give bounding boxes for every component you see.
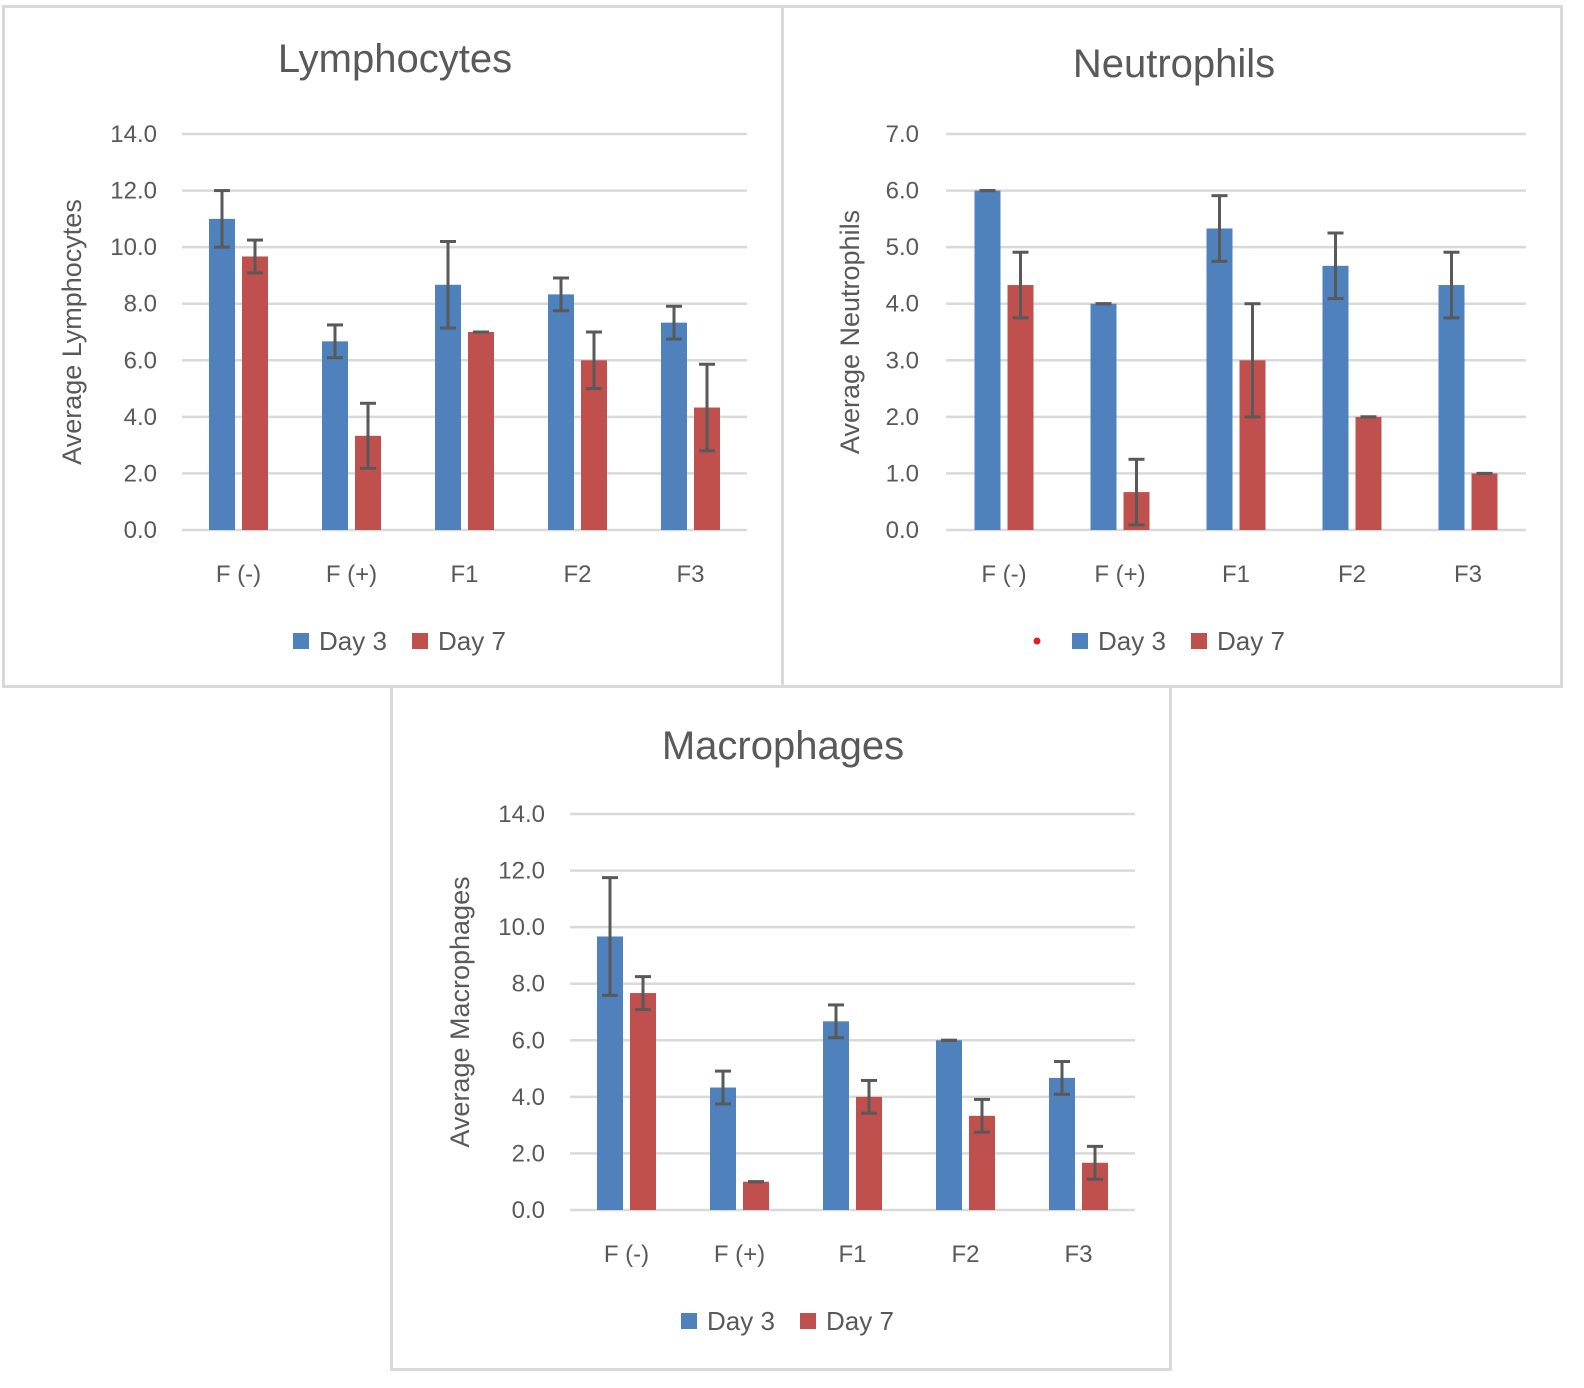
y-tick-label: 4.0 (124, 404, 157, 431)
y-tick-label: 10.0 (498, 914, 545, 941)
y-tick-label: 0.0 (886, 517, 919, 544)
y-tick-label: 6.0 (512, 1027, 545, 1054)
chart-title: Neutrophils (1073, 42, 1275, 86)
x-tick-label: F1 (838, 1241, 866, 1268)
x-tick-label: F (-) (604, 1241, 649, 1268)
x-tick-label: F3 (1064, 1241, 1092, 1268)
bar-day-7 (242, 256, 268, 530)
y-tick-label: 4.0 (886, 291, 919, 318)
bar-day-7 (1355, 416, 1382, 530)
bar-day-3 (1049, 1077, 1075, 1210)
y-tick-label: 6.0 (886, 178, 919, 205)
bar-day-3 (1090, 303, 1117, 530)
legend-swatch (412, 633, 428, 649)
x-tick-label: F3 (1454, 561, 1482, 588)
bar-day-3 (209, 218, 235, 530)
x-tick-label: F2 (563, 561, 591, 588)
macrophages-chart-panel: Macrophages 0.0 2.0 4.0 6.0 8.0 10.0 12.0 14.0 Av… (390, 685, 1172, 1371)
legend-label: Day 3 (1098, 626, 1166, 656)
legend-label: Day 7 (438, 626, 506, 656)
bar-day-3 (974, 190, 1001, 531)
bar-day-3 (936, 1040, 962, 1210)
legend-stray-marker (1033, 637, 1041, 645)
x-tick-label: F (+) (326, 561, 377, 588)
neutrophils-chart: Neutrophils 0.0 1.0 2.0 3.0 4.0 5.0 6.0 7.0 Avera… (835, 42, 1526, 656)
bar-day-7 (630, 993, 656, 1210)
bar-day-3 (661, 322, 687, 530)
legend-swatch (1072, 633, 1088, 649)
y-tick-label: 2.0 (124, 460, 157, 487)
y-axis-label: Average Macrophages (445, 876, 475, 1147)
bar-day-3 (710, 1087, 736, 1210)
legend-swatch (681, 1313, 697, 1329)
x-tick-label: F1 (450, 561, 478, 588)
legend-label: Day 7 (826, 1306, 894, 1336)
y-tick-label: 0.0 (512, 1197, 545, 1224)
y-tick-label: 14.0 (110, 121, 157, 148)
legend-swatch (293, 633, 309, 649)
x-tick-label: F3 (676, 561, 704, 588)
x-tick-label: F (-) (981, 561, 1026, 588)
x-tick-label: F1 (1222, 561, 1250, 588)
bar-day-3 (548, 294, 574, 530)
x-tick-label: F (-) (216, 561, 261, 588)
bar-day-7 (1007, 285, 1034, 530)
legend-swatch (800, 1313, 816, 1329)
y-tick-label: 2.0 (512, 1140, 545, 1167)
y-axis-label: Average Neutrophils (835, 210, 865, 454)
chart-title: Lymphocytes (278, 37, 512, 81)
x-tick-label: F2 (1338, 561, 1366, 588)
legend-label: Day 7 (1217, 626, 1285, 656)
legend-label: Day 3 (319, 626, 387, 656)
bar-day-3 (322, 341, 348, 530)
bar-day-3 (1438, 285, 1465, 530)
y-tick-label: 10.0 (110, 234, 157, 261)
bar-day-3 (1206, 228, 1233, 530)
bar-day-3 (1322, 265, 1349, 530)
y-tick-label: 1.0 (886, 460, 919, 487)
y-tick-label: 12.0 (498, 858, 545, 885)
chart-title: Macrophages (662, 724, 904, 768)
x-tick-label: F (+) (1094, 561, 1145, 588)
x-tick-label: F2 (951, 1241, 979, 1268)
y-tick-label: 12.0 (110, 178, 157, 205)
y-tick-label: 14.0 (498, 801, 545, 828)
lymphocytes-chart: Lymphocytes 0.0 2.0 4.0 6.0 8.0 10.0 12.0 14.0 Av… (57, 37, 747, 656)
y-tick-label: 5.0 (886, 234, 919, 261)
y-tick-label: 2.0 (886, 404, 919, 431)
y-tick-label: 8.0 (124, 291, 157, 318)
y-tick-label: 4.0 (512, 1084, 545, 1111)
bar-day-3 (823, 1021, 849, 1210)
macrophages-chart: Macrophages 0.0 2.0 4.0 6.0 8.0 10.0 12.0 14.0 Av… (445, 724, 1135, 1336)
neutrophils-chart-panel: Neutrophils 0.0 1.0 2.0 3.0 4.0 5.0 6.0 7.0 Avera… (781, 5, 1563, 688)
legend-label: Day 3 (707, 1306, 775, 1336)
y-tick-label: 3.0 (886, 347, 919, 374)
legend-swatch (1191, 633, 1207, 649)
bar-day-7 (468, 332, 494, 530)
bar-day-7 (743, 1181, 769, 1210)
x-tick-label: F (+) (714, 1241, 765, 1268)
y-tick-label: 6.0 (124, 347, 157, 374)
lymphocytes-chart-panel: Lymphocytes 0.0 2.0 4.0 6.0 8.0 10.0 12.0 14.0 Av… (2, 5, 784, 688)
y-tick-label: 8.0 (512, 971, 545, 998)
bar-day-7 (856, 1096, 882, 1210)
y-axis-label: Average Lymphocytes (57, 199, 87, 465)
bar-day-7 (1471, 473, 1498, 530)
y-tick-label: 0.0 (124, 517, 157, 544)
y-tick-label: 7.0 (886, 121, 919, 148)
